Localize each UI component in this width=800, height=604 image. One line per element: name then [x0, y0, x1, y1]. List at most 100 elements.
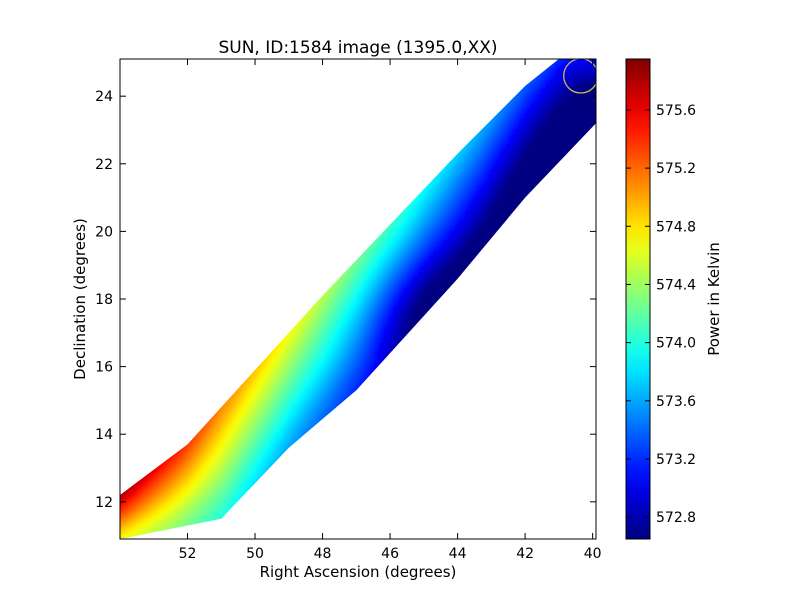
heatmap-cell: [352, 381, 359, 388]
heatmap-cell: [129, 492, 136, 500]
heatmap-cell: [109, 538, 115, 544]
heatmap-cell: [114, 52, 120, 58]
heatmap-cell: [327, 366, 334, 373]
heatmap-cell: [256, 396, 263, 403]
heatmap-cell: [256, 406, 263, 413]
heatmap-cell: [170, 467, 177, 474]
heatmap-cell: [316, 401, 324, 408]
heatmap-cell: [134, 518, 141, 525]
heatmap-cell: [154, 518, 162, 525]
heatmap-cell: [109, 189, 115, 195]
heatmap-cell: [276, 401, 283, 408]
heatmap-cell: [276, 350, 283, 358]
heatmap-cell: [215, 447, 222, 454]
heatmap-cell: [195, 507, 202, 515]
heatmap-cell: [240, 406, 248, 413]
heatmap-cell: [352, 279, 359, 287]
heatmap-cell: [291, 386, 298, 393]
heatmap-cell: [347, 300, 354, 307]
heatmap-cell: [240, 472, 248, 479]
heatmap-cell: [311, 376, 319, 383]
heatmap-cell: [291, 381, 298, 388]
heatmap-cell: [154, 487, 162, 494]
heatmap-cell: [109, 82, 115, 88]
heatmap-cell: [235, 386, 243, 393]
heatmap-cell: [230, 467, 238, 474]
heatmap-cell: [316, 416, 324, 423]
heatmap-cell: [180, 518, 187, 525]
heatmap-cell: [327, 381, 334, 388]
heatmap-cell: [332, 305, 339, 312]
heatmap-cell: [164, 513, 172, 520]
heatmap-cell: [342, 295, 349, 302]
heatmap-cell: [225, 421, 233, 429]
heatmap-cell: [357, 543, 363, 549]
heatmap-cell: [120, 492, 126, 500]
heatmap-cell: [245, 426, 253, 434]
heatmap-cell: [281, 406, 288, 413]
heatmap-cell: [109, 483, 115, 489]
heatmap-cell: [251, 431, 258, 439]
heatmap-cell: [276, 396, 283, 403]
heatmap-cell: [347, 366, 354, 373]
heatmap-cell: [296, 411, 303, 418]
heatmap-cell: [296, 355, 303, 363]
heatmap-cell: [291, 345, 298, 352]
heatmap-cell: [276, 416, 283, 423]
heatmap-cell: [286, 401, 293, 408]
heatmap-cell: [120, 513, 126, 520]
heatmap-cell: [109, 401, 115, 407]
heatmap-cell: [134, 523, 141, 530]
heatmap-cell: [109, 112, 115, 118]
heatmap-cell: [306, 411, 314, 418]
heatmap-cell: [164, 518, 172, 525]
heatmap-cell: [175, 513, 182, 520]
heatmap-cell: [245, 381, 253, 388]
heatmap-cell: [311, 345, 319, 352]
heatmap-cell: [124, 502, 131, 510]
heatmap-cell: [286, 350, 293, 358]
heatmap-cell: [316, 310, 324, 317]
heatmap-cell: [109, 533, 115, 539]
heatmap-cell: [130, 47, 136, 53]
heatmap-cell: [210, 513, 217, 520]
heatmap-cell: [251, 477, 258, 484]
heatmap-cell: [109, 528, 115, 534]
heatmap-cell: [362, 330, 369, 337]
heatmap-cell: [266, 411, 273, 418]
heatmap-cell: [200, 47, 206, 53]
heatmap-cell: [347, 376, 354, 383]
heatmap-cell: [220, 477, 227, 484]
heatmap-cell: [109, 346, 115, 352]
heatmap-cell: [129, 533, 136, 539]
heatmap-cell: [124, 528, 131, 535]
heatmap-cell: [327, 350, 334, 358]
heatmap-cell: [109, 194, 115, 200]
heatmap-cell: [195, 457, 202, 464]
heatmap-cell: [124, 47, 130, 53]
heatmap-cell: [342, 310, 349, 317]
heatmap-cell: [109, 523, 115, 529]
heatmap-cell: [164, 502, 172, 510]
heatmap-cell: [311, 310, 319, 317]
heatmap-cell: [150, 543, 156, 549]
heatmap-cell: [337, 376, 344, 383]
heatmap-cell: [215, 436, 222, 444]
heatmap-cell: [159, 487, 167, 494]
heatmap-cell: [256, 376, 263, 383]
heatmap-cell: [296, 401, 303, 408]
heatmap-cell: [332, 543, 338, 549]
heatmap-cell: [129, 487, 136, 494]
heatmap-cell: [190, 487, 197, 494]
heatmap-cell: [306, 355, 314, 363]
heatmap-cell: [160, 47, 166, 53]
heatmap-cell: [185, 513, 192, 520]
heatmap-cell: [347, 350, 354, 358]
heatmap-cell: [200, 502, 207, 510]
heatmap-cell: [210, 492, 217, 500]
heatmap-cell: [286, 391, 293, 398]
heatmap-cell: [306, 396, 314, 403]
heatmap-cell: [245, 452, 253, 459]
heatmap-cell: [316, 381, 324, 388]
heatmap-cell: [145, 47, 151, 53]
